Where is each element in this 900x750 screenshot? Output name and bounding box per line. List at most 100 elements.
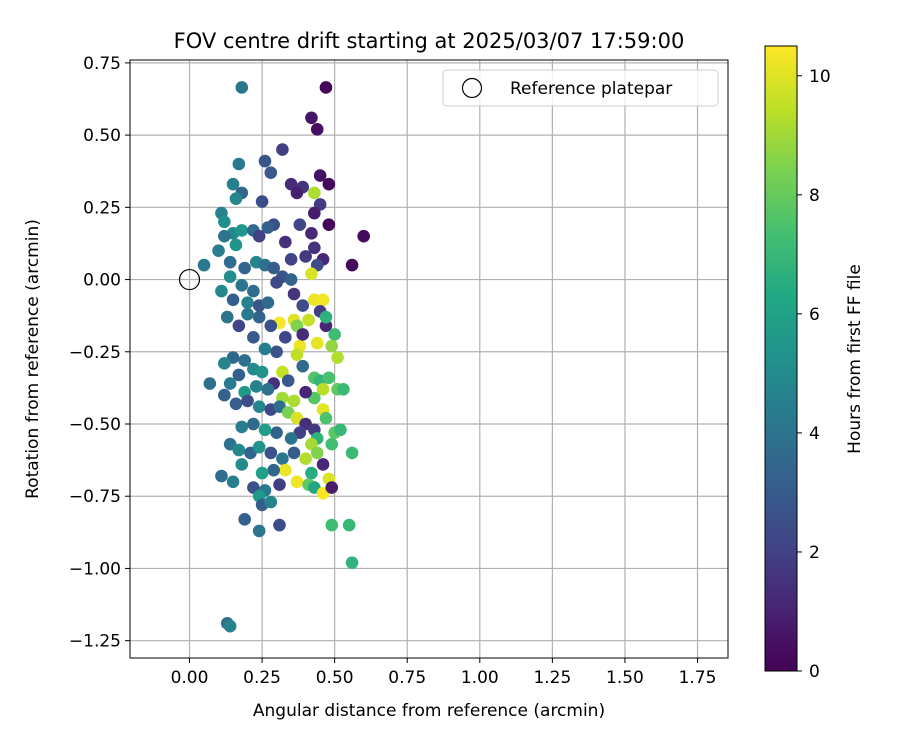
data-point <box>345 446 359 460</box>
y-tick-label: −1.00 <box>69 559 121 579</box>
data-point <box>252 310 266 324</box>
colorbar-tick-label: 2 <box>809 543 820 563</box>
colorbar-tick-label: 6 <box>809 305 820 325</box>
data-point <box>241 394 254 408</box>
data-point <box>235 81 249 94</box>
data-point <box>238 261 251 275</box>
data-point <box>287 446 301 460</box>
data-point <box>270 426 283 439</box>
data-point <box>215 469 228 483</box>
y-tick-label: −0.75 <box>69 487 121 507</box>
data-point <box>345 258 359 272</box>
data-point <box>261 383 275 396</box>
data-point <box>287 287 301 301</box>
data-point <box>203 377 217 390</box>
data-point <box>229 192 243 205</box>
data-point <box>319 81 333 94</box>
data-point <box>261 221 275 234</box>
data-point <box>247 284 260 298</box>
data-point <box>290 475 304 489</box>
data-point <box>264 446 278 460</box>
data-point <box>247 417 260 431</box>
data-point <box>232 443 246 457</box>
data-point <box>325 339 339 353</box>
data-point <box>308 206 321 220</box>
y-tick-label: −0.50 <box>69 415 121 435</box>
data-point <box>290 186 304 200</box>
data-point <box>264 319 278 333</box>
data-point <box>357 229 370 243</box>
data-point <box>218 229 231 243</box>
data-point <box>276 452 289 465</box>
data-point <box>255 195 269 208</box>
data-point <box>229 397 243 411</box>
data-point <box>223 377 237 390</box>
data-point <box>279 235 292 249</box>
data-point <box>276 143 289 156</box>
colorbar-tick-label: 8 <box>809 186 820 206</box>
data-point <box>235 279 249 292</box>
data-point <box>296 328 310 341</box>
data-point <box>345 556 359 569</box>
data-point <box>238 354 251 367</box>
data-point <box>305 227 318 240</box>
data-point <box>220 310 234 324</box>
data-point <box>258 342 272 356</box>
x-axis-ticks: 0.00 0.25 0.50 0.75 1.00 1.25 1.50 1.75 <box>171 658 717 688</box>
data-point <box>255 365 269 379</box>
data-point <box>229 238 243 252</box>
y-axis-ticks: 0.75 0.50 0.25 0.00 −0.25 −0.50 −0.75 −1.00 −1.2… <box>69 54 130 652</box>
x-tick-label: 0.00 <box>171 668 209 688</box>
data-point <box>235 224 249 237</box>
data-point <box>293 218 307 231</box>
data-point <box>325 437 339 451</box>
x-tick-label: 1.75 <box>679 668 717 688</box>
data-point <box>310 336 324 350</box>
colorbar-ticks: 0 2 4 6 8 10 <box>797 67 831 682</box>
y-tick-label: −1.25 <box>69 632 121 652</box>
data-point <box>264 166 278 179</box>
data-point <box>252 524 266 538</box>
data-point <box>319 310 333 324</box>
data-point <box>218 388 231 402</box>
data-point <box>319 411 333 425</box>
data-point <box>252 440 266 454</box>
data-point <box>299 452 312 465</box>
data-point <box>302 313 315 327</box>
data-point <box>284 432 298 445</box>
data-point <box>342 518 356 532</box>
data-point <box>331 351 344 364</box>
data-point <box>218 215 231 229</box>
data-point <box>252 229 266 243</box>
data-point <box>299 385 312 399</box>
data-point <box>255 466 269 480</box>
data-point <box>247 331 260 344</box>
data-point <box>305 466 318 480</box>
colorbar-tick-label: 4 <box>809 424 820 444</box>
y-tick-label: 0.50 <box>83 126 121 146</box>
data-point <box>238 513 251 526</box>
data-point <box>296 299 310 312</box>
data-point <box>305 111 318 125</box>
data-point <box>232 319 246 333</box>
plot-area-frame <box>129 59 729 659</box>
data-point <box>270 276 283 289</box>
data-point <box>212 244 225 257</box>
data-point <box>299 250 312 263</box>
data-point <box>310 446 324 460</box>
data-points <box>197 81 370 633</box>
data-point <box>232 157 246 171</box>
x-tick-label: 0.50 <box>316 668 354 688</box>
y-tick-label: −0.25 <box>69 343 121 363</box>
data-point <box>223 270 237 283</box>
data-point <box>284 273 298 286</box>
data-point <box>226 475 240 489</box>
data-point <box>281 374 295 387</box>
colorbar-tick-label: 0 <box>809 662 820 682</box>
data-point <box>279 463 292 477</box>
data-point <box>334 423 347 437</box>
data-point <box>215 284 228 298</box>
data-point <box>316 383 330 396</box>
data-point <box>325 481 339 494</box>
data-point <box>273 518 286 532</box>
